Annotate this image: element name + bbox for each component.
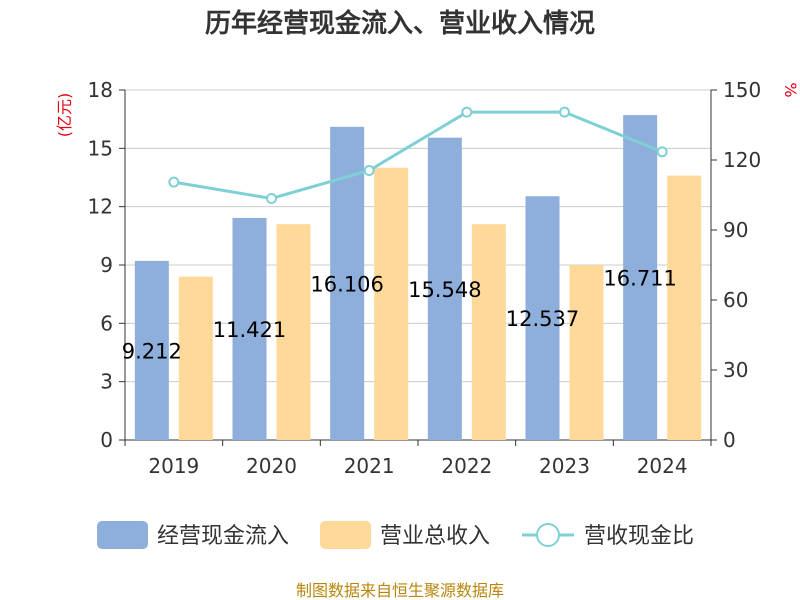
left-tick-label: 3: [100, 370, 113, 394]
ratio-point: [266, 193, 277, 204]
right-axis-unit: %: [781, 82, 800, 97]
legend-swatch: [97, 521, 148, 549]
chart-title: 历年经营现金流入、营业收入情况: [205, 8, 595, 39]
left-tick-label: 9: [100, 253, 113, 277]
left-axis-unit: (亿元): [55, 93, 74, 138]
ratio-point: [461, 106, 473, 118]
left-tick-label: 0: [100, 428, 113, 452]
data-label: 16.106: [310, 272, 383, 296]
right-tick-label: 60: [723, 288, 748, 312]
data-label: 11.421: [213, 318, 286, 342]
axes: 0 3 6 9 12 15 18 0 30 60 90 120 150 2019 2020 2021 2022 2…: [88, 78, 762, 478]
right-tick-label: 150: [723, 78, 761, 102]
right-tick-label: 90: [723, 218, 748, 242]
right-tick-label: 0: [723, 428, 736, 452]
legend-label: 营业总收入: [380, 524, 490, 549]
left-tick-label: 18: [88, 78, 113, 102]
bars: [134, 115, 702, 441]
bar-cash-inflow: [623, 115, 658, 440]
data-label: 9.212: [122, 339, 182, 363]
x-tick-label: 2019: [148, 454, 199, 478]
bar-revenue: [667, 175, 702, 441]
bar-cash-inflow: [427, 137, 462, 440]
data-label: 15.548: [408, 278, 481, 302]
x-tick-label: 2020: [246, 454, 297, 478]
left-tick-label: 15: [88, 136, 113, 160]
bar-revenue: [276, 224, 311, 440]
bar-revenue: [471, 224, 506, 440]
legend: 经营现金流入 营业总收入 营收现金比: [97, 521, 694, 549]
bar-cash-inflow: [525, 196, 560, 440]
ratio-point: [168, 176, 180, 188]
left-tick-label: 12: [88, 195, 113, 219]
legend-label: 经营现金流入: [157, 524, 289, 549]
ratio-point: [656, 146, 668, 158]
x-tick-label: 2022: [441, 454, 492, 478]
source-note: 制图数据来自恒生聚源数据库: [296, 581, 504, 600]
left-tick-label: 6: [100, 311, 113, 335]
legend-marker: [536, 523, 560, 547]
ratio-line-path: [173, 110, 663, 201]
bar-cash-inflow: [134, 260, 169, 440]
ratio-point: [363, 165, 375, 176]
grid: [125, 89, 711, 383]
bar-revenue: [569, 265, 604, 440]
x-tick-label: 2024: [637, 454, 688, 478]
right-tick-label: 30: [723, 358, 748, 382]
data-label: 12.537: [506, 307, 579, 331]
bar-cash-inflow: [232, 217, 267, 440]
data-labels: 9.212 11.421 16.106 15.548 12.537 16.711: [122, 267, 677, 364]
x-tick-label: 2023: [539, 454, 590, 478]
x-tick-label: 2021: [344, 454, 395, 478]
ratio-point: [559, 106, 570, 118]
ratio-line: [168, 106, 668, 204]
data-label: 16.711: [603, 267, 676, 291]
legend-label: 营收现金比: [584, 524, 694, 549]
bar-revenue: [374, 167, 409, 440]
legend-swatch: [320, 521, 371, 549]
bar-revenue: [178, 276, 213, 440]
right-tick-label: 120: [723, 148, 761, 172]
